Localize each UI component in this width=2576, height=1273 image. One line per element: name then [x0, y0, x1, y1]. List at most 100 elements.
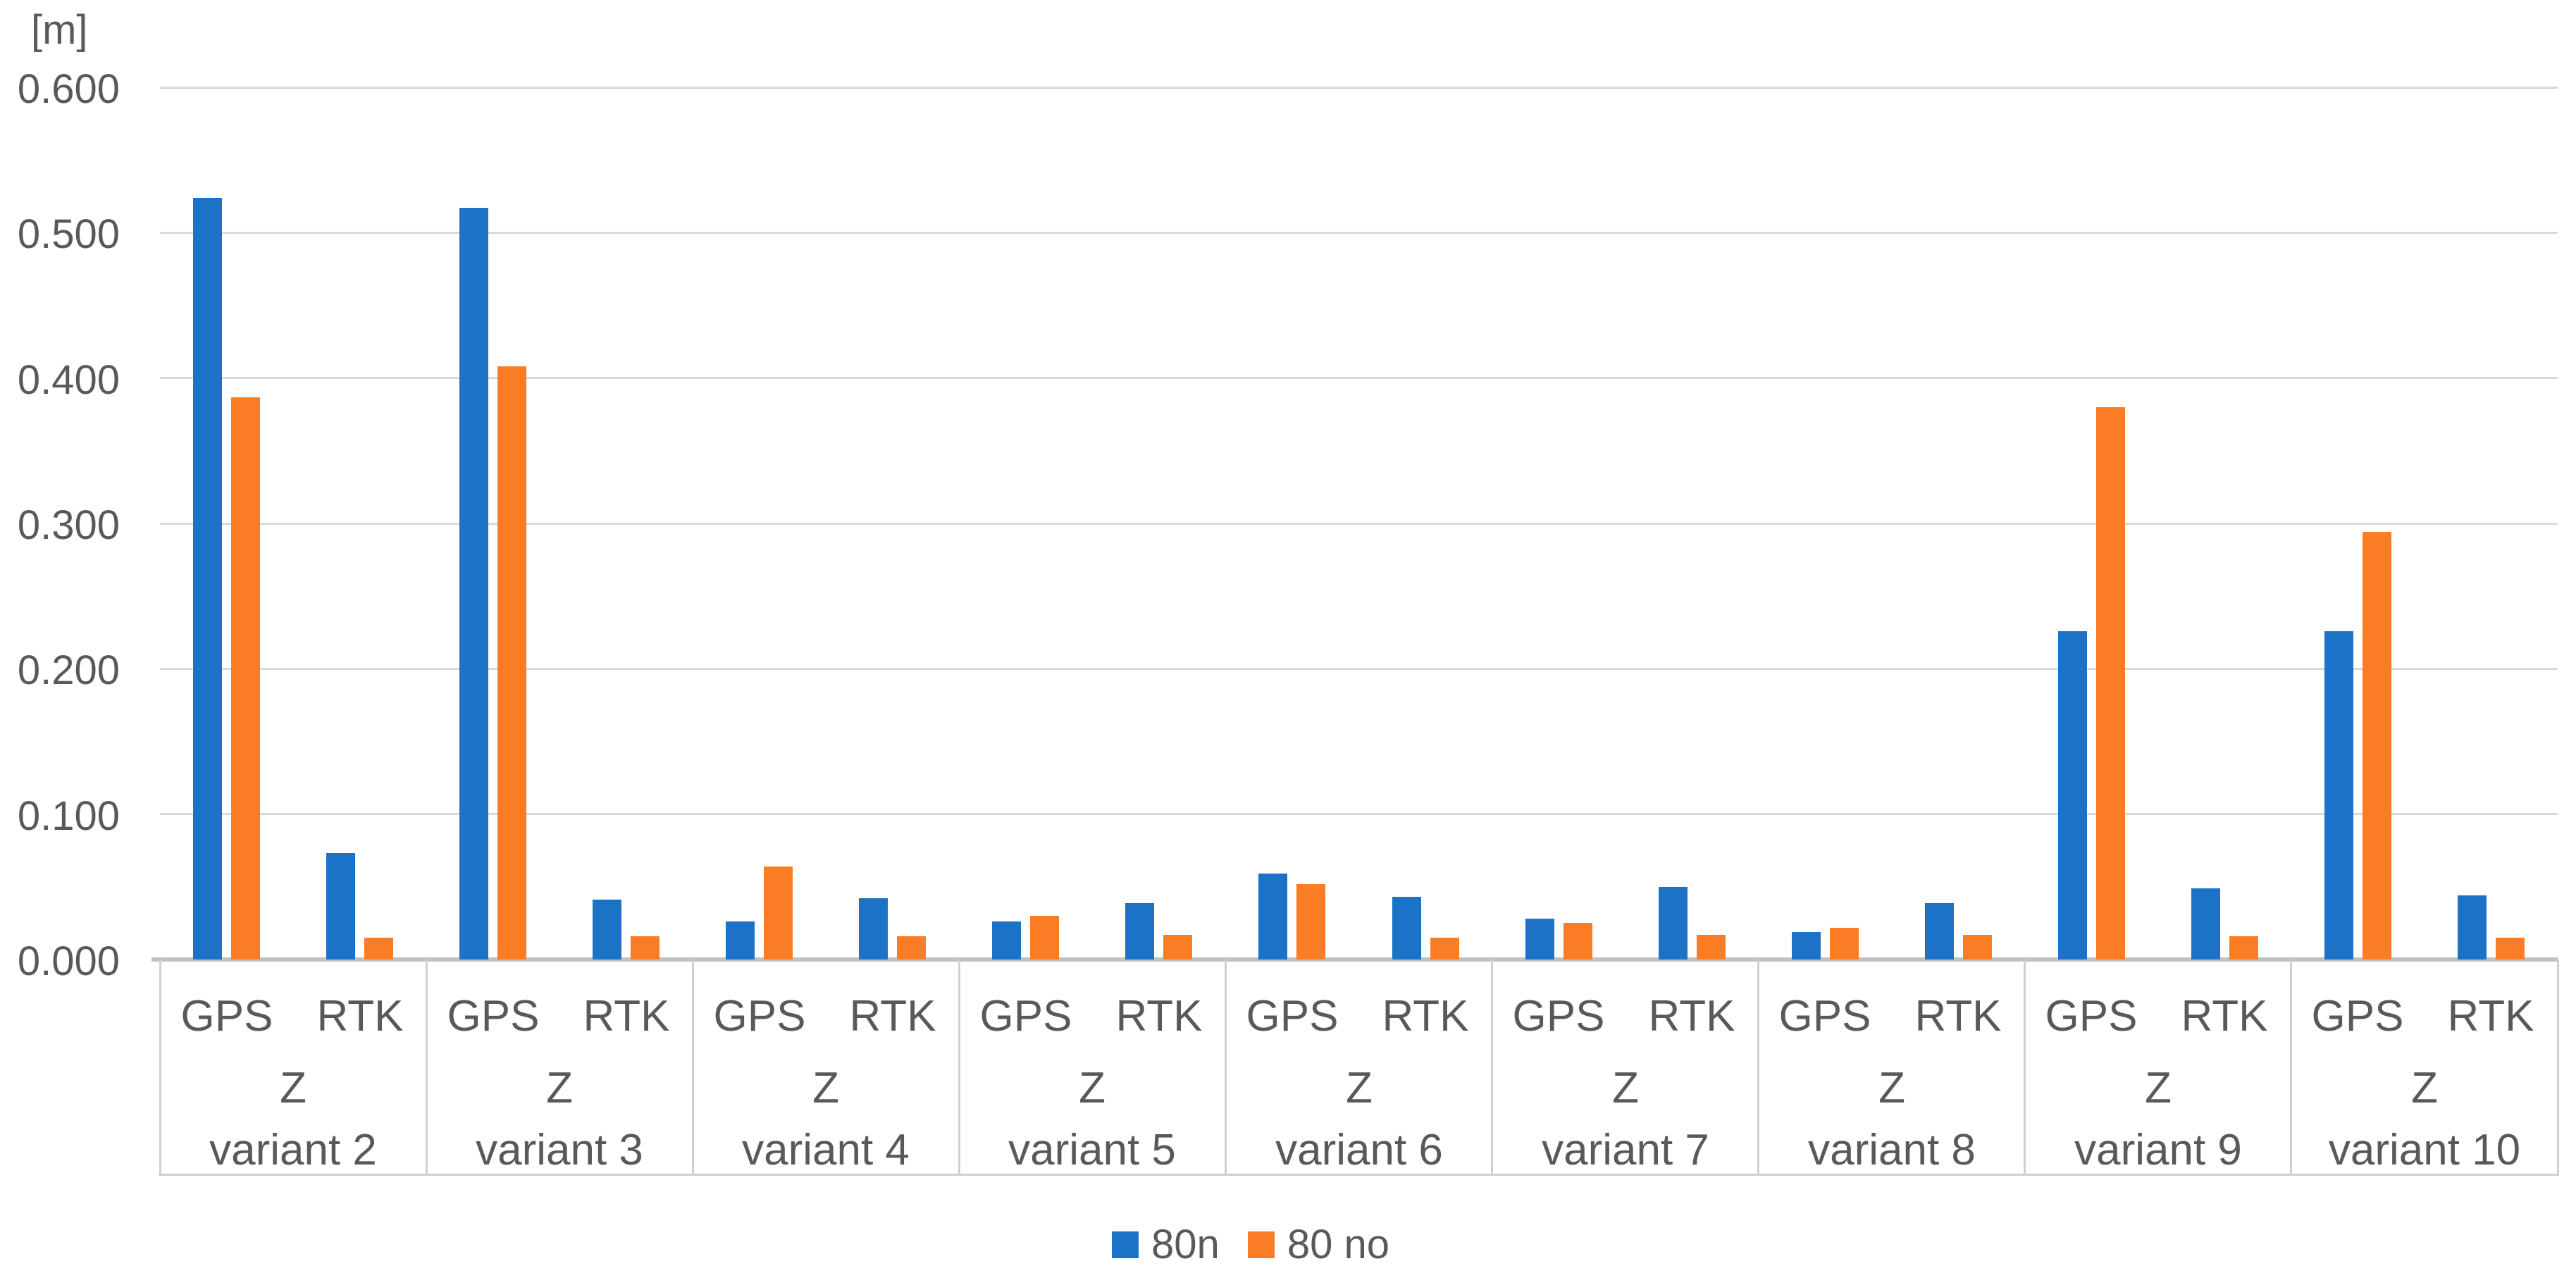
legend-label-80n: 80n	[1151, 1222, 1220, 1267]
bar-80-no-gps-variant-2	[231, 397, 260, 960]
category-level2-label-variant-7: Z	[1612, 1064, 1639, 1112]
bar-80n-gps-variant-9	[2058, 631, 2087, 960]
category-label-rtk-variant-2: RTK	[316, 992, 404, 1041]
legend-marker-80n	[1112, 1231, 1139, 1258]
category-variant-label-variant-5: variant 5	[1008, 1126, 1176, 1174]
bar-80n-gps-variant-5	[992, 921, 1021, 960]
category-variant-label-variant-9: variant 9	[2074, 1126, 2242, 1174]
category-box-border	[1225, 960, 1227, 1176]
category-level2-label-variant-3: Z	[546, 1064, 573, 1112]
bar-80-no-rtk-variant-2	[364, 938, 393, 960]
category-label-rtk-variant-5: RTK	[1115, 992, 1203, 1041]
bar-80n-gps-variant-3	[459, 208, 488, 960]
bar-80n-gps-variant-6	[1258, 874, 1287, 960]
bar-80n-rtk-variant-6	[1392, 897, 1421, 960]
category-variant-label-variant-2: variant 2	[209, 1126, 377, 1174]
gridline	[160, 377, 2558, 379]
category-box-border	[2290, 960, 2292, 1176]
y-tick-label: 0.200	[17, 647, 120, 693]
category-label-rtk-variant-4: RTK	[849, 992, 936, 1041]
category-label-gps-variant-3: GPS	[447, 992, 540, 1041]
bar-80n-gps-variant-10	[2324, 631, 2353, 960]
category-box-border	[1757, 960, 1759, 1176]
gridline	[160, 668, 2558, 670]
category-box-border	[2557, 960, 2559, 1176]
category-level2-label-variant-8: Z	[1878, 1064, 1905, 1112]
bar-80n-gps-variant-8	[1792, 932, 1821, 960]
bar-80-no-rtk-variant-7	[1697, 935, 1726, 960]
category-level2-label-variant-2: Z	[280, 1064, 306, 1112]
category-label-gps-variant-6: GPS	[1246, 992, 1339, 1041]
bar-80-no-gps-variant-3	[497, 366, 526, 960]
bar-80-no-rtk-variant-5	[1163, 935, 1192, 960]
y-tick-label: 0.300	[17, 502, 120, 548]
gridline	[160, 232, 2558, 234]
legend: 80n 80 no	[0, 1220, 2501, 1269]
category-box-border	[958, 960, 960, 1176]
category-label-gps-variant-10: GPS	[2311, 992, 2404, 1041]
category-box-border	[1491, 960, 1493, 1176]
bar-80n-rtk-variant-2	[326, 853, 355, 960]
bar-80n-rtk-variant-4	[859, 898, 888, 960]
category-variant-label-variant-10: variant 10	[2328, 1126, 2521, 1174]
y-axis-unit-label: [m]	[31, 7, 88, 53]
y-tick-label: 0.000	[17, 938, 120, 984]
bar-80n-gps-variant-7	[1525, 919, 1554, 960]
category-box-bottom-border	[159, 1174, 2559, 1176]
bar-80-no-gps-variant-8	[1830, 928, 1859, 960]
bar-80n-rtk-variant-9	[2191, 888, 2220, 960]
bar-80n-rtk-variant-10	[2458, 895, 2487, 960]
bar-80-no-rtk-variant-8	[1963, 935, 1992, 960]
category-label-gps-variant-9: GPS	[2045, 992, 2138, 1041]
bar-80-no-gps-variant-4	[764, 867, 793, 960]
category-variant-label-variant-8: variant 8	[1808, 1126, 1976, 1174]
category-variant-label-variant-4: variant 4	[742, 1126, 910, 1174]
y-tick-label: 0.500	[17, 211, 120, 257]
legend-item-80n: 80n	[1112, 1220, 1220, 1269]
gridline	[160, 87, 2558, 89]
bar-80-no-rtk-variant-3	[631, 936, 660, 960]
bar-80-no-rtk-variant-6	[1430, 938, 1459, 960]
bar-80-no-gps-variant-10	[2363, 532, 2391, 960]
bar-80-no-gps-variant-6	[1296, 884, 1325, 960]
category-variant-label-variant-6: variant 6	[1275, 1126, 1443, 1174]
category-label-gps-variant-4: GPS	[713, 992, 806, 1041]
category-level2-label-variant-10: Z	[2411, 1064, 2438, 1112]
category-box-border	[2024, 960, 2026, 1176]
bar-80n-rtk-variant-3	[593, 900, 621, 960]
y-tick-label: 0.600	[17, 66, 120, 112]
bar-80-no-gps-variant-9	[2096, 407, 2125, 960]
legend-item-80-no: 80 no	[1247, 1220, 1389, 1269]
category-label-rtk-variant-6: RTK	[1382, 992, 1469, 1041]
category-level2-label-variant-5: Z	[1079, 1064, 1106, 1112]
bar-80-no-rtk-variant-9	[2229, 936, 2258, 960]
category-box-border	[426, 960, 428, 1176]
gridline	[160, 523, 2558, 525]
category-label-gps-variant-5: GPS	[979, 992, 1072, 1041]
category-label-gps-variant-8: GPS	[1778, 992, 1871, 1041]
x-axis-line	[151, 957, 2558, 962]
bar-80n-rtk-variant-7	[1659, 887, 1688, 960]
category-level2-label-variant-4: Z	[812, 1064, 839, 1112]
category-variant-label-variant-7: variant 7	[1542, 1126, 1709, 1174]
category-label-gps-variant-7: GPS	[1512, 992, 1605, 1041]
bar-80n-rtk-variant-5	[1125, 903, 1154, 960]
bar-80-no-rtk-variant-4	[897, 936, 926, 960]
category-label-rtk-variant-3: RTK	[583, 992, 670, 1041]
bar-80-no-gps-variant-5	[1030, 916, 1059, 960]
bar-80n-rtk-variant-8	[1925, 903, 1954, 960]
bar-80n-gps-variant-4	[726, 921, 755, 960]
category-label-gps-variant-2: GPS	[180, 992, 273, 1041]
gridline	[160, 813, 2558, 815]
bar-80-no-rtk-variant-10	[2496, 938, 2525, 960]
legend-label-80-no: 80 no	[1287, 1222, 1389, 1267]
category-label-rtk-variant-8: RTK	[1914, 992, 2002, 1041]
category-box-border	[692, 960, 694, 1176]
y-tick-label: 0.400	[17, 357, 120, 403]
category-label-rtk-variant-9: RTK	[2181, 992, 2268, 1041]
bar-80-no-gps-variant-7	[1563, 923, 1592, 960]
bar-80n-gps-variant-2	[193, 198, 222, 960]
category-box-border	[159, 960, 161, 1176]
category-label-rtk-variant-10: RTK	[2447, 992, 2534, 1041]
